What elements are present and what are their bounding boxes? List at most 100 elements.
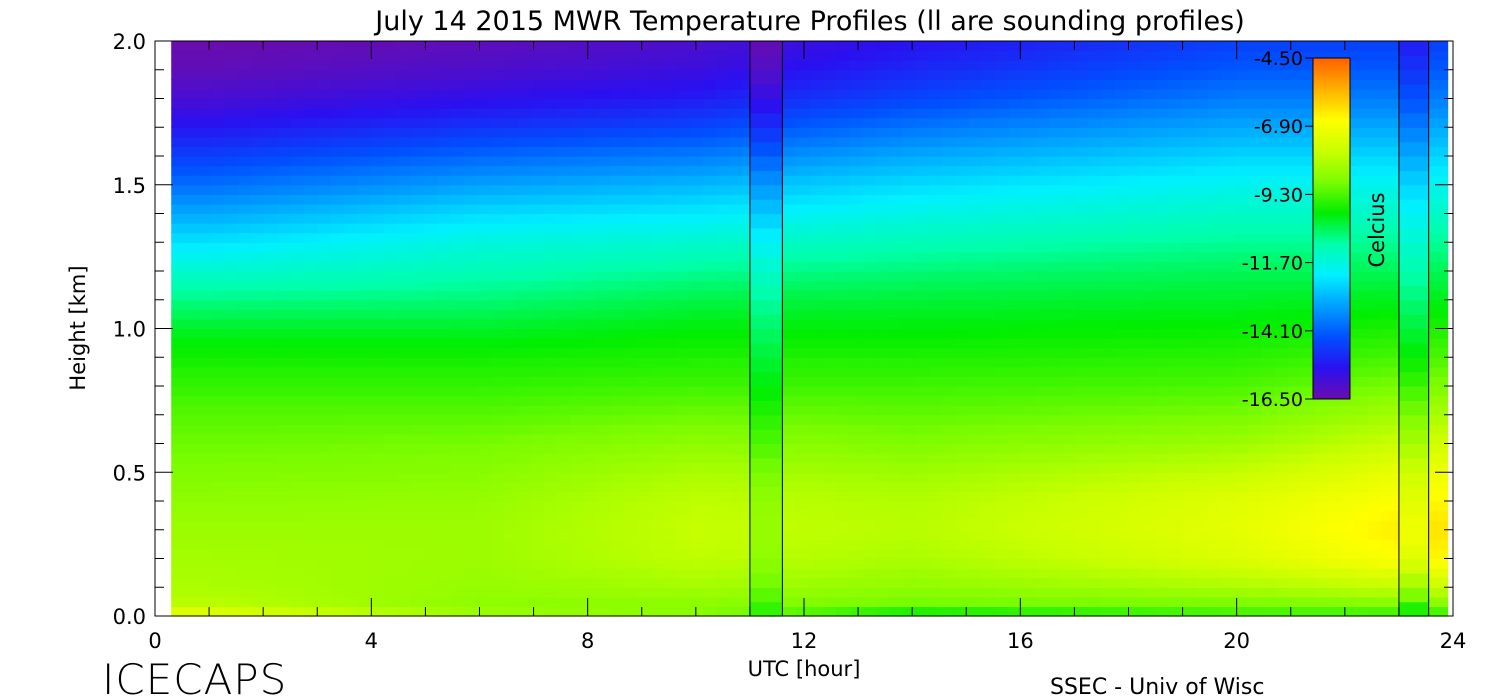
heatmap-cell xyxy=(822,433,837,445)
heatmap-cell xyxy=(929,472,943,483)
heatmap-cell xyxy=(357,338,372,349)
heatmap-cell xyxy=(171,491,186,502)
heatmap-cell xyxy=(251,175,265,186)
heatmap-cell xyxy=(609,596,624,608)
heatmap-cell xyxy=(623,328,638,339)
heatmap-cell xyxy=(304,213,319,224)
heatmap-cell xyxy=(649,299,664,310)
heatmap-cell xyxy=(609,510,624,521)
heatmap-cell xyxy=(383,136,398,148)
heatmap-cell xyxy=(1141,357,1156,368)
heatmap-cell xyxy=(982,79,997,90)
heatmap-cell xyxy=(1181,568,1196,579)
heatmap-cell xyxy=(503,69,518,80)
heatmap-cell xyxy=(237,405,252,416)
heatmap-cell xyxy=(729,510,744,521)
heatmap-cell xyxy=(663,184,678,195)
heatmap-cell xyxy=(330,433,345,445)
heatmap-cell xyxy=(477,213,491,224)
heatmap-cell xyxy=(357,357,372,368)
heatmap-cell xyxy=(862,127,877,138)
heatmap-cell xyxy=(822,213,837,224)
heatmap-cell xyxy=(184,453,199,464)
heatmap-cell xyxy=(251,98,265,109)
heatmap-cell xyxy=(211,587,226,598)
heatmap-cell xyxy=(703,242,717,253)
heatmap-cell xyxy=(290,309,305,320)
heatmap-cell xyxy=(503,108,518,119)
heatmap-cell xyxy=(304,88,319,100)
heatmap-cell xyxy=(596,79,611,90)
heatmap-cell xyxy=(663,347,678,358)
heatmap-cell xyxy=(1168,165,1183,176)
heatmap-cell xyxy=(875,146,890,157)
heatmap-cell xyxy=(1101,156,1116,167)
heatmap-cell xyxy=(915,453,930,464)
heatmap-cell xyxy=(663,366,678,378)
heatmap-cell xyxy=(995,606,1010,617)
heatmap-cell xyxy=(623,60,638,71)
heatmap-cell xyxy=(437,462,452,473)
heatmap-cell xyxy=(942,175,957,186)
heatmap-cell xyxy=(1048,203,1063,215)
heatmap-cell xyxy=(1088,395,1103,406)
heatmap-cell xyxy=(1261,558,1276,569)
heatmap-cell xyxy=(1062,443,1076,454)
heatmap-cell xyxy=(782,156,797,167)
heatmap-cell xyxy=(703,376,717,387)
heatmap-cell xyxy=(1062,280,1076,291)
heatmap-cell xyxy=(290,587,305,598)
heatmap-cell xyxy=(822,501,837,512)
heatmap-cell xyxy=(862,156,877,167)
heatmap-cell xyxy=(1181,443,1196,454)
heatmap-cell xyxy=(955,194,970,205)
heatmap-cell xyxy=(543,41,558,52)
heatmap-cell xyxy=(463,510,478,521)
heatmap-cell xyxy=(729,79,744,90)
heatmap-cell xyxy=(423,318,438,330)
heatmap-cell xyxy=(171,261,186,272)
heatmap-cell xyxy=(344,558,358,569)
heatmap-cell xyxy=(1208,69,1223,80)
heatmap-cell xyxy=(530,309,545,320)
heatmap-cell xyxy=(689,203,704,215)
heatmap-cell xyxy=(357,60,372,71)
heatmap-cell xyxy=(237,338,252,349)
heatmap-cell xyxy=(796,79,811,90)
heatmap-cell xyxy=(450,98,465,109)
heatmap-cell xyxy=(663,318,678,330)
heatmap-cell xyxy=(982,232,997,243)
heatmap-cell xyxy=(889,462,904,473)
heatmap-cell xyxy=(663,338,678,349)
heatmap-cell xyxy=(490,453,505,464)
heatmap-cell xyxy=(1194,184,1209,195)
heatmap-cell xyxy=(1115,386,1130,397)
heatmap-cell xyxy=(304,117,319,128)
heatmap-cell xyxy=(556,79,571,90)
heatmap-cell xyxy=(703,338,717,349)
heatmap-cell xyxy=(649,203,664,215)
heatmap-cell xyxy=(516,481,531,493)
heatmap-cell xyxy=(1115,223,1130,234)
heatmap-cell xyxy=(676,290,691,301)
heatmap-cell xyxy=(1248,539,1263,550)
heatmap-cell xyxy=(1261,290,1276,301)
heatmap-cell xyxy=(1035,127,1050,138)
heatmap-cell xyxy=(915,491,930,502)
heatmap-cell xyxy=(1048,98,1063,109)
heatmap-cell xyxy=(570,606,584,617)
heatmap-cell xyxy=(1101,79,1116,90)
heatmap-cell xyxy=(237,577,252,588)
heatmap-cell xyxy=(1128,414,1143,425)
heatmap-cell xyxy=(809,606,824,617)
heatmap-cell xyxy=(942,309,957,320)
heatmap-cell xyxy=(636,376,651,387)
heatmap-cell xyxy=(1248,60,1263,71)
heatmap-cell xyxy=(1115,194,1130,205)
heatmap-cell xyxy=(822,318,837,330)
heatmap-cell xyxy=(423,376,438,387)
heatmap-cell xyxy=(809,50,824,61)
heatmap-cell xyxy=(716,453,731,464)
heatmap-cell xyxy=(929,357,943,368)
heatmap-cell xyxy=(224,472,239,483)
